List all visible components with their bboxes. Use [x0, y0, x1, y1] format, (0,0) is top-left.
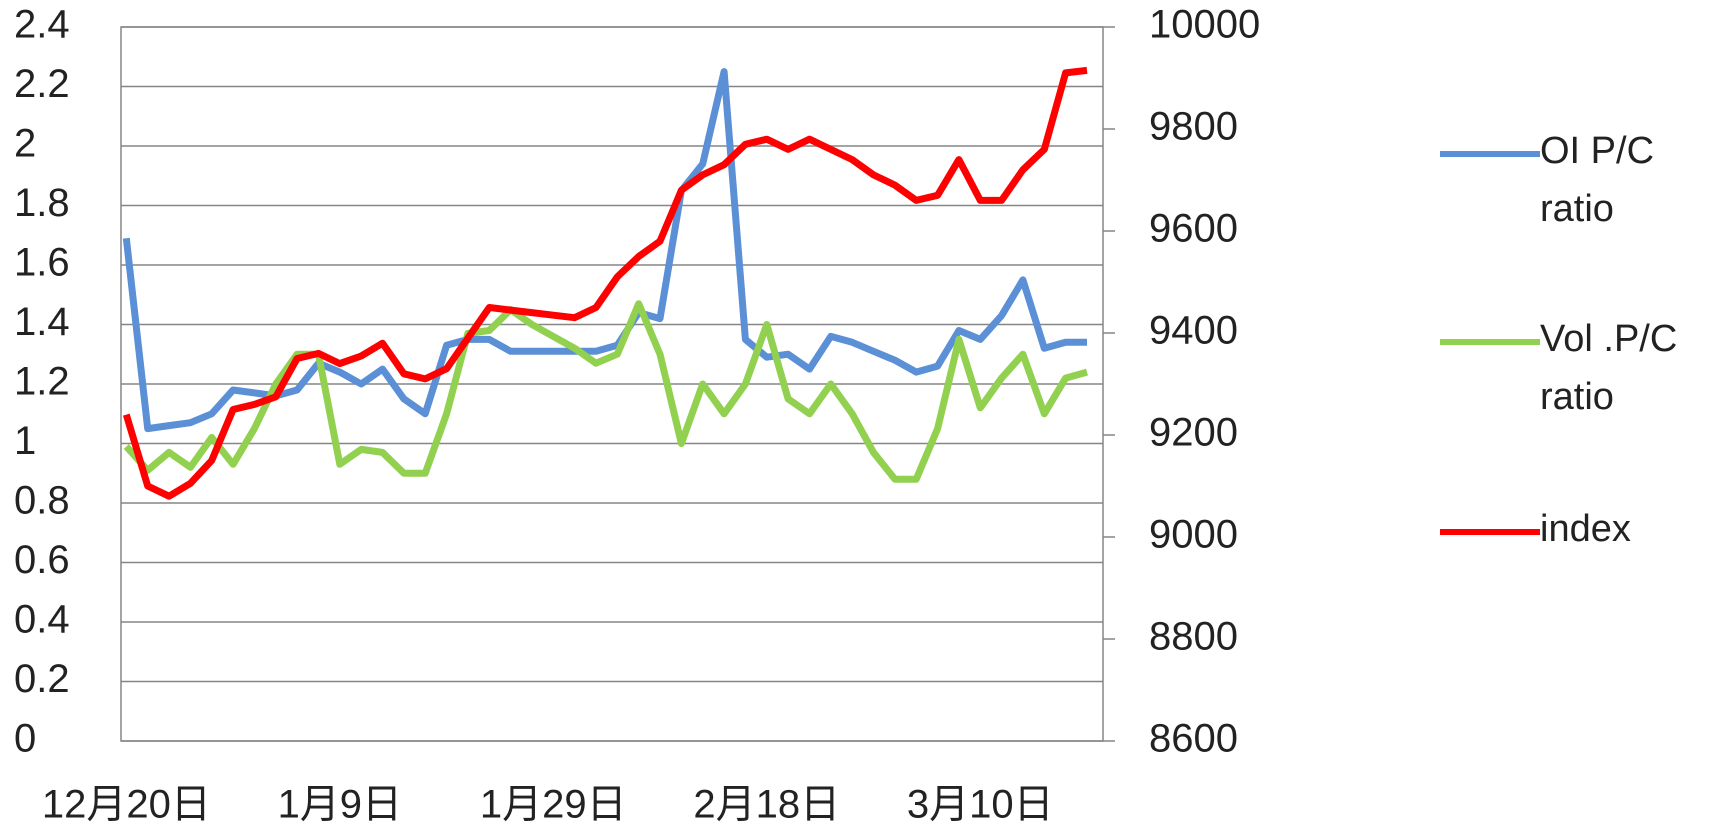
y2-tick-label: 8800 [1149, 615, 1238, 659]
y-tick-label: 2.4 [14, 3, 70, 47]
y2-tick-label: 9400 [1149, 309, 1238, 353]
y-tick-label: 2 [14, 122, 36, 166]
legend-swatch [1440, 339, 1540, 345]
y2-tick-label: 9000 [1149, 513, 1238, 557]
y-tick-label: 0.4 [14, 598, 70, 642]
legend-label: OI P/C ratio [1540, 130, 1655, 230]
y-tick-label: 0.2 [14, 657, 70, 701]
legend-item: index [1440, 508, 1710, 558]
y2-tick-label: 10000 [1149, 3, 1260, 47]
y-tick-label: 1.4 [14, 300, 70, 344]
y2-tick-label: 9200 [1149, 411, 1238, 455]
y-tick-label: 1.2 [14, 360, 70, 404]
y-tick-label: 1.8 [14, 181, 70, 225]
y-tick-label: 2.2 [14, 62, 70, 106]
x-tick-label: 1月29日 [480, 783, 627, 826]
y-tick-label: 0.6 [14, 538, 70, 582]
y-tick-label: 1.6 [14, 241, 70, 285]
y-tick-label: 0.8 [14, 479, 70, 523]
y-tick-label: 1 [14, 419, 36, 463]
legend-item: Vol .P/C ratio [1440, 318, 1710, 426]
x-tick-label: 1月9日 [278, 783, 403, 826]
y-tick-label: 0 [14, 717, 36, 761]
y2-tick-label: 8600 [1149, 717, 1238, 761]
y2-tick-label: 9800 [1149, 105, 1238, 149]
legend-swatch [1440, 151, 1540, 157]
legend-label: Vol .P/C ratio [1540, 318, 1678, 418]
legend-swatch [1440, 529, 1540, 535]
y2-tick-label: 9600 [1149, 207, 1238, 251]
plot-border [120, 26, 1104, 742]
x-tick-label: 2月18日 [693, 783, 840, 826]
legend-label: index [1540, 508, 1631, 550]
x-tick-label: 3月10日 [907, 783, 1054, 826]
series-line [122, 68, 1087, 433]
series-line [123, 300, 1088, 483]
legend-item: OI P/C ratio [1440, 130, 1710, 238]
series-line [122, 66, 1088, 500]
x-tick-label: 12月20日 [42, 783, 211, 826]
